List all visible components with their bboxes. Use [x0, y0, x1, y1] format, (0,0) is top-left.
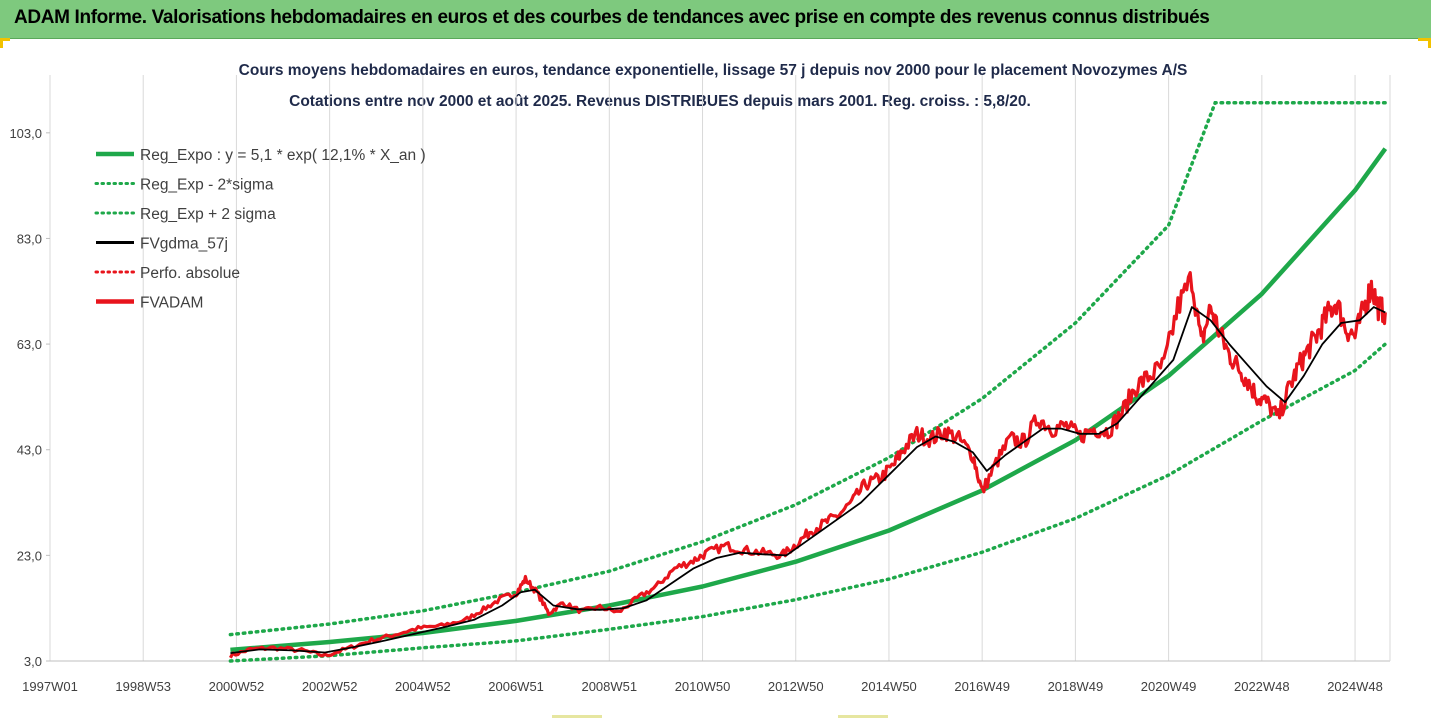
- x-tick-label: 2002W52: [302, 679, 358, 694]
- series-layer: [228, 100, 1388, 663]
- x-tick-label: 2010W50: [675, 679, 731, 694]
- legend-label: Reg_Exp - 2*sigma: [140, 177, 274, 194]
- chart-area: Cours moyens hebdomadaires en euros, ten…: [0, 38, 1431, 718]
- x-tick-label: 2020W49: [1141, 679, 1197, 694]
- legend: Reg_Expo : y = 5,1 * exp( 12,1% * X_an )…: [94, 147, 426, 312]
- legend-label: Reg_Expo : y = 5,1 * exp( 12,1% * X_an ): [140, 147, 426, 164]
- bottom-mark-1: [552, 715, 602, 718]
- x-tick-label: 2008W51: [581, 679, 637, 694]
- corner-mark-left-h: [0, 38, 10, 41]
- banner-title: ADAM Informe. Valorisations hebdomadaire…: [14, 7, 1210, 28]
- x-tick-label: 2024W48: [1327, 679, 1383, 694]
- series-trend: [230, 147, 1388, 653]
- x-tick-label: 2014W50: [861, 679, 917, 694]
- bottom-mark-2: [838, 715, 888, 718]
- series-band-lower: [228, 342, 1388, 663]
- series-band-upper: [228, 100, 1388, 637]
- x-tick-label: 2006W51: [488, 679, 544, 694]
- x-tick-label: 2018W49: [1048, 679, 1104, 694]
- series-fvgdma: [230, 306, 1386, 654]
- chart-title: Cours moyens hebdomadaires en euros, ten…: [239, 62, 1188, 79]
- corner-mark-left: [0, 38, 3, 48]
- x-tick-label: 2012W50: [768, 679, 824, 694]
- x-tick-label: 2022W48: [1234, 679, 1290, 694]
- x-tick-label: 1997W01: [22, 679, 78, 694]
- chart-svg: Cours moyens hebdomadaires en euros, ten…: [9, 62, 1391, 694]
- chart-subtitle: Cotations entre nov 2000 et août 2025. R…: [289, 93, 1031, 110]
- x-tick-label: 1998W53: [115, 679, 171, 694]
- y-tick-label: 23,0: [17, 548, 42, 563]
- y-tick-label: 103,0: [9, 126, 42, 141]
- grid-layer: [49, 75, 1391, 662]
- y-tick-label: 83,0: [17, 231, 42, 246]
- corner-mark-right: [1428, 38, 1431, 48]
- legend-label: Perfo. absolue: [140, 265, 240, 282]
- series-fvadam: [228, 271, 1387, 659]
- header-banner: ADAM Informe. Valorisations hebdomadaire…: [0, 0, 1431, 39]
- y-tick-label: 3,0: [24, 654, 42, 669]
- y-tick-label: 63,0: [17, 337, 42, 352]
- legend-label: Reg_Exp + 2 sigma: [140, 206, 276, 223]
- legend-label: FVgdma_57j: [140, 236, 228, 253]
- axis-layer: 3,0 23,0 43,0 63,0 83,0 103,0 1997W01 1998W53 20…: [9, 126, 1382, 694]
- legend-label: FVADAM: [140, 295, 203, 312]
- x-tick-label: 2000W52: [209, 679, 265, 694]
- x-tick-label: 2004W52: [395, 679, 451, 694]
- x-tick-label: 2016W49: [954, 679, 1010, 694]
- corner-mark-right-h: [1418, 38, 1431, 41]
- y-tick-label: 43,0: [17, 443, 42, 458]
